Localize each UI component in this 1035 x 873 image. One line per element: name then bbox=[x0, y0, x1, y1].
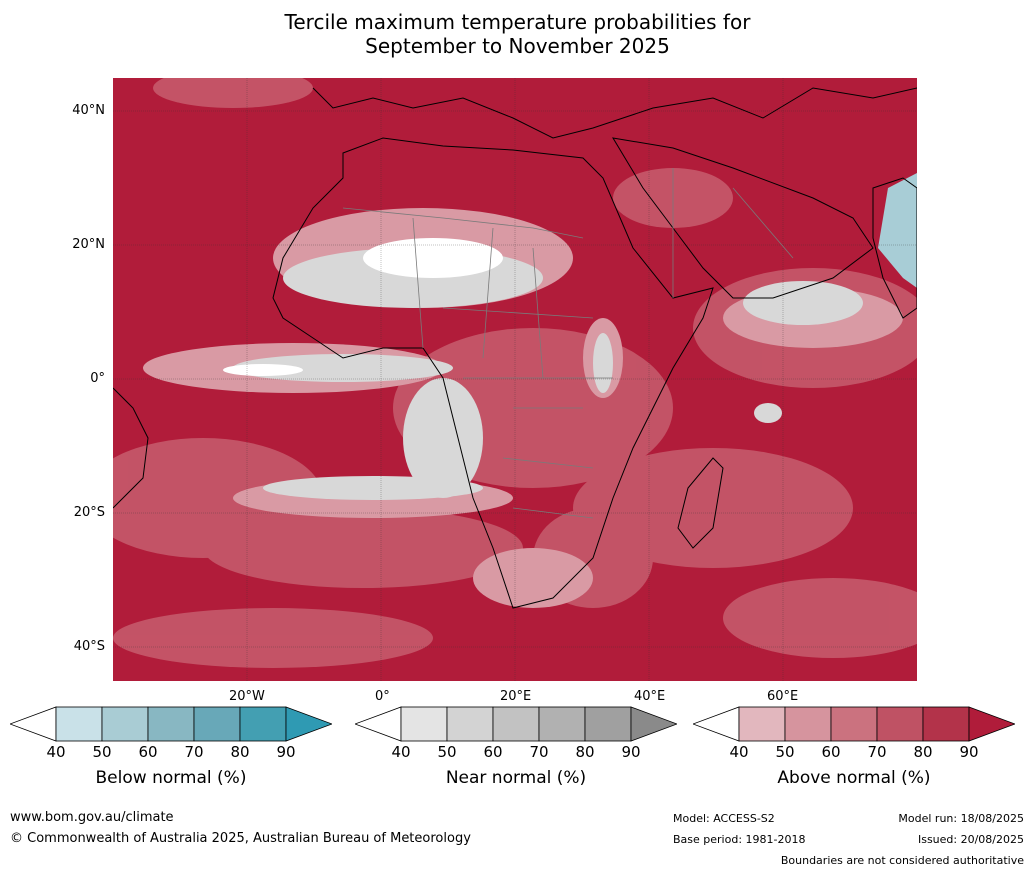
colorbar-above-tick-label: 90 bbox=[959, 743, 979, 761]
lon-label-20w: 20°W bbox=[229, 689, 265, 704]
colorbar-below-segment bbox=[193, 706, 241, 742]
lon-label-0: 0° bbox=[375, 689, 390, 704]
colorbar-above-tick-label: 70 bbox=[867, 743, 887, 761]
colorbar-near-segment bbox=[584, 706, 632, 742]
footer-issued: Issued: 20/08/2025 bbox=[917, 833, 1024, 846]
footer-disclaimer: Boundaries are not considered authoritat… bbox=[780, 854, 1024, 867]
footer-base-period: Base period: 1981-2018 bbox=[673, 833, 806, 846]
colorbar-near-tick-label: 80 bbox=[575, 743, 595, 761]
colorbar-near-tick-label: 50 bbox=[437, 743, 457, 761]
colorbar-above-tick-label: 60 bbox=[821, 743, 841, 761]
footer-model-run: Model run: 18/08/2025 bbox=[898, 812, 1024, 825]
colorbar-above-tick-label: 50 bbox=[775, 743, 795, 761]
colorbar-above-title: Above normal (%) bbox=[777, 768, 931, 788]
colorbar-near-low-arrow bbox=[355, 706, 402, 742]
lat-label-20s: 20°S bbox=[73, 505, 105, 520]
colorbar-below-segment bbox=[147, 706, 195, 742]
title-line-1: Tercile maximum temperature probabilitie… bbox=[284, 10, 751, 34]
colorbar-above bbox=[693, 706, 1015, 742]
lon-label-60e: 60°E bbox=[767, 689, 799, 704]
lat-label-0: 0° bbox=[90, 371, 105, 386]
colorbar-above-segment bbox=[830, 706, 878, 742]
colorbar-below-tick-label: 70 bbox=[184, 743, 204, 761]
colorbar-below bbox=[10, 706, 332, 742]
footer-url[interactable]: www.bom.gov.au/climate bbox=[10, 810, 174, 825]
map-title: Tercile maximum temperature probabilitie… bbox=[0, 10, 1035, 58]
colorbar-below-tick-label: 80 bbox=[230, 743, 250, 761]
colorbar-near-tick-label: 90 bbox=[621, 743, 641, 761]
colorbar-above-tick-label: 80 bbox=[913, 743, 933, 761]
title-line-2: September to November 2025 bbox=[365, 34, 670, 58]
probability-map bbox=[113, 78, 917, 681]
africa-coastline bbox=[272, 137, 714, 609]
colorbar-near-segment bbox=[400, 706, 448, 742]
lon-label-40e: 40°E bbox=[634, 689, 666, 704]
colorbar-above-segment bbox=[922, 706, 970, 742]
colorbar-below-high-arrow bbox=[285, 706, 332, 742]
colorbar-above-segment bbox=[738, 706, 786, 742]
colorbar-below-title: Below normal (%) bbox=[95, 768, 247, 788]
india-coastline bbox=[872, 177, 917, 319]
below-normal-area bbox=[878, 173, 917, 288]
south-america-coastline bbox=[113, 387, 149, 509]
europe-coastline bbox=[312, 87, 917, 139]
colorbar-near bbox=[355, 706, 677, 742]
footer-model: Model: ACCESS-S2 bbox=[673, 812, 775, 825]
madagascar-coastline bbox=[677, 457, 724, 549]
country-borders bbox=[342, 168, 794, 519]
colorbar-below-tick-label: 90 bbox=[276, 743, 296, 761]
colorbar-near-tick-label: 40 bbox=[391, 743, 411, 761]
graticule bbox=[113, 78, 917, 681]
lat-label-20n: 20°N bbox=[72, 237, 105, 252]
lat-label-40s: 40°S bbox=[73, 639, 105, 654]
colorbar-near-title: Near normal (%) bbox=[445, 768, 587, 788]
colorbar-near-tick-label: 60 bbox=[483, 743, 503, 761]
near-normal-white-areas bbox=[223, 238, 503, 376]
colorbar-above-high-arrow bbox=[968, 706, 1015, 742]
colorbar-below-segment bbox=[239, 706, 287, 742]
colorbar-near-segment bbox=[492, 706, 540, 742]
colorbar-near-tick-label: 70 bbox=[529, 743, 549, 761]
colorbar-near-segment bbox=[446, 706, 494, 742]
colorbar-above-low-arrow bbox=[693, 706, 740, 742]
colorbar-below-tick-label: 40 bbox=[46, 743, 66, 761]
colorbar-near-high-arrow bbox=[630, 706, 677, 742]
colorbar-near-segment bbox=[538, 706, 586, 742]
colorbar-below-low-arrow bbox=[10, 706, 57, 742]
lat-label-40n: 40°N bbox=[72, 103, 105, 118]
colorbar-below-tick-label: 60 bbox=[138, 743, 158, 761]
colorbar-below-segment bbox=[101, 706, 149, 742]
colorbar-below-tick-label: 50 bbox=[92, 743, 112, 761]
lon-label-20e: 20°E bbox=[500, 689, 532, 704]
colorbar-below-segment bbox=[55, 706, 103, 742]
colorbar-above-segment bbox=[784, 706, 832, 742]
colorbar-above-segment bbox=[876, 706, 924, 742]
colorbar-above-tick-label: 40 bbox=[729, 743, 749, 761]
footer-copyright: © Commonwealth of Australia 2025, Austra… bbox=[10, 831, 471, 846]
